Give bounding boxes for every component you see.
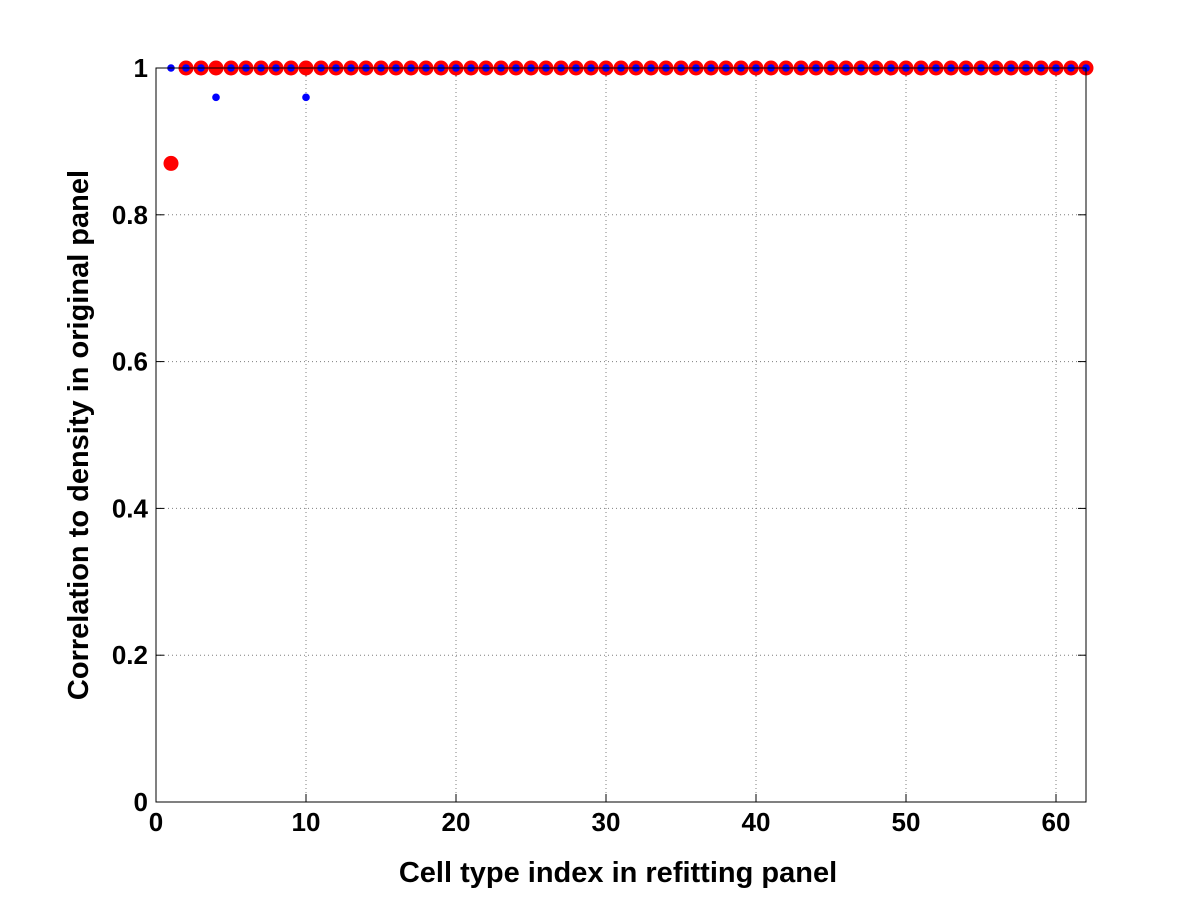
x-axis-label: Cell type index in refitting panel [399,857,837,889]
x-tick-label: 0 [149,807,163,837]
y-tick-label: 0.2 [112,640,148,670]
plot-frame [155,67,1087,803]
y-tick-label: 1 [134,53,148,83]
series-1-point [163,155,179,171]
series-2-point [302,93,310,102]
grid-lines [156,68,1086,802]
x-tick-label: 40 [742,807,771,837]
y-tick-label: 0 [134,787,148,817]
x-tick-label: 30 [592,807,621,837]
y-tick-label: 0.4 [112,493,149,523]
x-tick-label: 20 [442,807,471,837]
y-axis-label: Correlation to density in original panel [63,170,95,700]
x-tick-label: 10 [292,807,321,837]
x-tick-label: 60 [1042,807,1071,837]
x-tick-label: 50 [892,807,921,837]
y-tick-label: 0.6 [112,347,148,377]
y-tick-label: 0.8 [112,200,148,230]
series-2-point [212,93,220,102]
tick-labels: 0 10 20 30 40 50 60 0 0.2 0.4 0.6 0.8 1 [112,53,1071,837]
plot-area [156,68,1086,802]
